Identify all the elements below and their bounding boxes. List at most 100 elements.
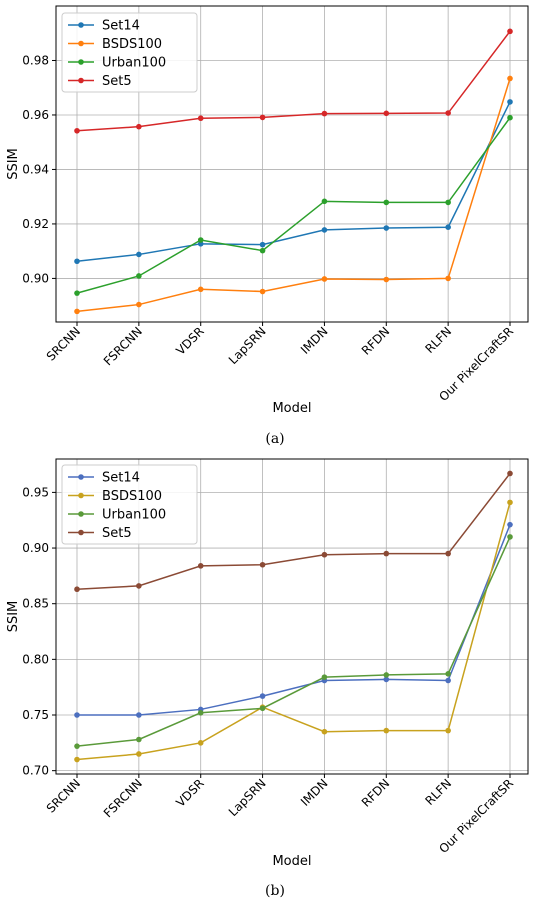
chart-a-x-tick-label: LapSRN: [226, 324, 269, 367]
chart-a-x-tick-label: RFDN: [359, 324, 393, 358]
chart-a-data-point-urban100: [197, 237, 204, 243]
chart-b-data-point-set14: [445, 677, 451, 684]
chart-a-data-point-set14: [507, 99, 513, 105]
chart-b-x-tick-label: IMDN: [298, 776, 331, 809]
chart-b-data-point-set5: [136, 583, 142, 589]
chart-b-data-point-urban100: [445, 671, 451, 677]
chart-a-data-point-set5: [197, 115, 204, 122]
chart-a-data-point-urban100: [74, 290, 80, 296]
chart-a-data-point-bsds100: [321, 276, 328, 282]
chart-a-data-point-urban100: [445, 199, 451, 206]
chart-b-data-point-set5: [383, 550, 390, 557]
chart-a-legend-label: Set5: [102, 74, 132, 89]
chart-b-y-tick-label: 0.75: [22, 708, 49, 722]
chart-a-series-line-urban100: [76, 117, 511, 294]
chart-a-legend-label: Urban100: [102, 56, 166, 71]
chart-a-data-point-bsds100: [74, 308, 80, 315]
chart-b-x-tick-label: VDSR: [173, 776, 207, 810]
chart-b-data-point-bsds100: [445, 727, 451, 734]
chart-b-data-point-set14: [136, 712, 142, 718]
chart-a-data-point-set14: [321, 227, 328, 233]
chart-b-legend-marker: [78, 529, 84, 536]
chart-a-data-point-urban100: [321, 198, 328, 205]
chart-a-x-axis-label: Model: [272, 401, 311, 416]
chart-a-data-point-bsds100: [197, 286, 204, 293]
chart-a-data-point-set14: [445, 224, 451, 230]
chart-b-x-axis-label: Model: [272, 854, 311, 869]
chart-a-y-tick-label: 0.92: [22, 217, 49, 231]
chart-b-data-point-urban100: [136, 736, 142, 743]
chart-a-x-tick-label: IMDN: [298, 324, 331, 357]
chart-a-series-line-set14: [76, 101, 511, 262]
chart-a-data-point-set14: [259, 241, 266, 248]
chart-a-data-point-bsds100: [259, 288, 266, 295]
chart-b-data-point-urban100: [259, 705, 266, 712]
chart-b-data-point-set14: [74, 712, 80, 718]
ssim-chart-b: 0.70 0.75 0.80 0.85 0.90 0.95 SRCNN FSRCNN VDSR L…: [6, 458, 529, 899]
chart-b-data-point-set14: [383, 676, 390, 683]
chart-b-plot-frame: [55, 458, 529, 775]
chart-a-data-point-set14: [136, 251, 142, 258]
chart-a-data-point-set5: [383, 110, 390, 117]
chart-a-legend-marker: [78, 77, 84, 84]
chart-b-series-line-set5: [76, 473, 511, 590]
chart-a-data-point-urban100: [259, 247, 266, 254]
chart-a-y-tick-label: 0.98: [22, 53, 49, 67]
chart-a-plot-frame: [55, 5, 529, 323]
chart-a-x-tick-label: FSRCNN: [101, 324, 145, 368]
chart-a-legend-label: BSDS100: [102, 37, 162, 52]
chart-b-data-point-set5: [259, 561, 266, 568]
chart-b-legend-box: [61, 464, 198, 545]
chart-b-data-point-set14: [259, 693, 266, 699]
chart-b-legend-marker: [78, 511, 84, 517]
chart-a-data-point-urban100: [383, 199, 390, 206]
ssim-chart-a: 0.90 0.92 0.94 0.96 0.98 SRCNN FSRCNN VDSR LapSR…: [6, 5, 529, 447]
chart-a-data-point-urban100: [136, 273, 142, 279]
chart-b-series-line-bsds100: [76, 502, 511, 761]
chart-a-legend-marker: [78, 59, 84, 65]
chart-a-y-tick-label: 0.96: [22, 108, 49, 122]
chart-b-data-point-set5: [321, 551, 328, 558]
chart-b-data-point-urban100: [321, 674, 328, 680]
chart-a-data-point-set5: [136, 123, 142, 130]
chart-b-x-tick-label: FSRCNN: [101, 776, 145, 820]
chart-b-series-line-set14: [77, 524, 511, 716]
chart-a-legend-box: [61, 12, 198, 93]
chart-b-caption: (b): [265, 883, 285, 899]
chart-b-data-point-urban100: [383, 672, 390, 678]
chart-a-data-point-bsds100: [507, 75, 513, 82]
chart-b-y-tick-label: 0.80: [22, 652, 49, 666]
chart-a-data-point-set5: [445, 110, 451, 116]
chart-b-y-tick-label: 0.95: [22, 485, 49, 499]
chart-a-x-tick-label: RLFN: [423, 324, 455, 356]
chart-a-legend-label: Set14: [102, 19, 140, 34]
chart-a-data-point-bsds100: [383, 276, 390, 283]
chart-a-data-point-set5: [74, 127, 80, 134]
chart-b-x-tick-label: RLFN: [423, 776, 455, 808]
chart-a-data-point-set14: [383, 225, 390, 231]
chart-b-data-point-set14: [507, 521, 513, 528]
chart-a-x-tick-label: SRCNN: [44, 324, 83, 363]
chart-a-y-tick-label: 0.90: [22, 271, 49, 285]
chart-b-data-point-bsds100: [507, 499, 513, 506]
chart-b-data-point-bsds100: [197, 740, 204, 746]
chart-b-data-point-bsds100: [321, 728, 328, 735]
chart-b-data-point-bsds100: [383, 727, 390, 734]
chart-a-data-point-set14: [74, 258, 80, 265]
chart-b-data-point-bsds100: [136, 751, 142, 757]
chart-b-legend-marker: [78, 474, 84, 480]
chart-a-legend-marker: [78, 40, 84, 47]
chart-a-data-point-set5: [321, 110, 328, 117]
chart-a-data-point-set5: [507, 28, 513, 35]
chart-b-y-tick-label: 0.85: [22, 597, 49, 611]
chart-b-data-point-set5: [445, 550, 451, 557]
chart-a-series-line-set5: [76, 30, 511, 132]
chart-b-legend-label: BSDS100: [102, 489, 162, 504]
chart-a-caption: (a): [265, 431, 284, 447]
chart-a-x-tick-label: VDSR: [173, 324, 207, 358]
chart-b-y-axis-label: SSIM: [6, 601, 21, 633]
chart-a-legend-marker: [78, 22, 84, 28]
chart-b-legend-label: Set14: [102, 471, 140, 486]
chart-b-y-tick-label: 0.90: [22, 541, 49, 555]
